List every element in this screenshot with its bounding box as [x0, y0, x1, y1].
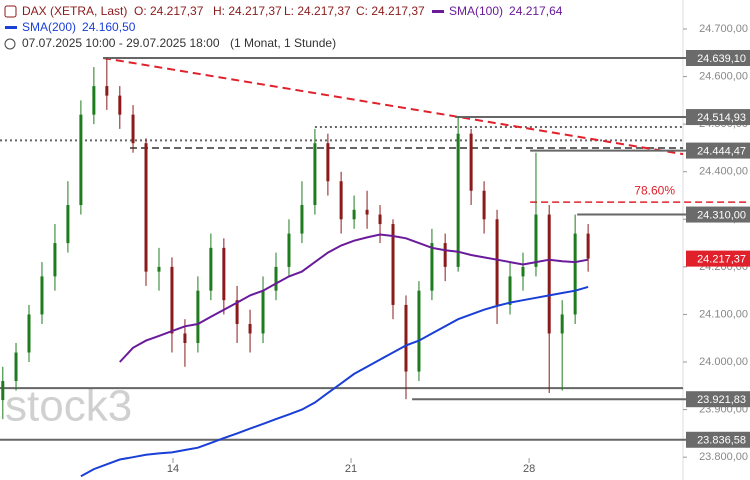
candle-body	[521, 266, 525, 277]
candle-body	[352, 209, 356, 220]
y-tick-label: 23.800,00	[699, 451, 748, 463]
candle-body	[105, 86, 109, 96]
legend-name: SMA(100)	[449, 4, 503, 18]
ohlc-low: L: 24.217,37	[284, 4, 351, 18]
period: (1 Monat, 1 Stunde)	[230, 36, 336, 50]
legend-value: 24.217,64	[509, 4, 563, 18]
level-label: 24.514,93	[697, 112, 746, 124]
ohlc-close: C: 24.217,37	[356, 4, 425, 18]
plot-area: 24.700,0024.600,0024.500,0024.400,0024.3…	[0, 23, 750, 478]
y-tick-label: 24.400,00	[699, 166, 748, 178]
y-tick-label: 24.600,00	[699, 70, 748, 82]
watermark: stock3	[5, 382, 132, 431]
candle-body	[209, 247, 213, 291]
candle-body	[534, 214, 538, 267]
legend-swatch	[5, 26, 17, 29]
candle-body	[79, 114, 83, 206]
candle-body	[196, 290, 200, 343]
candle-body	[573, 233, 577, 315]
candle-body	[183, 333, 187, 343]
candle-body	[144, 143, 148, 272]
ohlc-high: H: 24.217,37	[213, 4, 282, 18]
level-label: 24.310,00	[697, 209, 746, 221]
x-tick-label: 14	[167, 463, 179, 475]
last-price-label: 24.217,37	[697, 254, 746, 266]
candle-body	[235, 300, 239, 324]
candle-body	[27, 314, 31, 353]
level-box	[686, 142, 750, 159]
legend-name: SMA(200)	[22, 20, 76, 34]
candle-body	[326, 143, 330, 182]
candle-body	[157, 266, 161, 272]
legend-swatch	[432, 10, 444, 13]
candle-body	[365, 209, 369, 215]
candle-body	[547, 214, 551, 334]
x-tick-label: 28	[523, 463, 535, 475]
candle-body	[443, 243, 447, 267]
fib-label: 78.60%	[634, 183, 675, 197]
x-tick-label: 21	[345, 463, 357, 475]
level-box	[686, 49, 750, 66]
clock-icon	[4, 38, 16, 50]
candle-body	[469, 133, 473, 191]
instrument-icon	[4, 5, 17, 18]
level-box	[686, 206, 750, 223]
sma-line	[80, 285, 589, 478]
candle-body	[53, 243, 57, 277]
candle-body	[66, 205, 70, 244]
candle-body	[287, 233, 291, 267]
candle-body	[1, 381, 5, 401]
ohlc-open: O: 24.217,37	[134, 4, 204, 18]
level-box	[686, 391, 750, 408]
candle-body	[14, 352, 18, 382]
y-tick-label: 24.000,00	[699, 356, 748, 368]
candle-body	[339, 181, 343, 220]
header: DAX (XETRA, Last) O: 24.217,37 H: 24.217…	[4, 4, 563, 50]
candle-body	[404, 304, 408, 372]
candle-body	[430, 243, 434, 291]
y-tick-label: 24.100,00	[699, 308, 748, 320]
level-label: 23.836,58	[697, 435, 746, 447]
candle-body	[378, 214, 382, 225]
candle-body	[274, 266, 278, 291]
candle-body	[131, 114, 135, 144]
level-box	[686, 109, 750, 126]
level-label: 24.639,10	[697, 53, 746, 65]
candle-body	[170, 266, 174, 334]
legend-value: 24.160,50	[82, 20, 136, 34]
date-range: 07.07.2025 10:00 - 29.07.2025 18:00	[22, 36, 220, 50]
candle-body	[261, 290, 265, 334]
y-tick-label: 24.700,00	[699, 23, 748, 35]
sma-line	[119, 233, 589, 363]
candle-body	[300, 205, 304, 234]
candle-body	[417, 290, 421, 372]
last-price-box	[686, 250, 750, 267]
candle-body	[391, 224, 395, 305]
level-label: 23.921,83	[697, 394, 746, 406]
trend-line	[102, 57, 684, 156]
instrument: DAX (XETRA, Last)	[22, 4, 127, 18]
candle-body	[508, 276, 512, 305]
candle-body	[92, 86, 96, 115]
candle-body	[118, 95, 122, 115]
candle-body	[560, 314, 564, 334]
candle-body	[248, 323, 252, 334]
candle-body	[586, 233, 590, 259]
level-label: 24.444,47	[697, 145, 746, 157]
candle-body	[313, 143, 317, 206]
candle-body	[222, 247, 226, 301]
level-box	[686, 431, 750, 448]
candle-body	[40, 276, 44, 315]
candle-body	[482, 190, 486, 220]
candle-body	[495, 219, 499, 305]
candle-body	[456, 133, 460, 267]
